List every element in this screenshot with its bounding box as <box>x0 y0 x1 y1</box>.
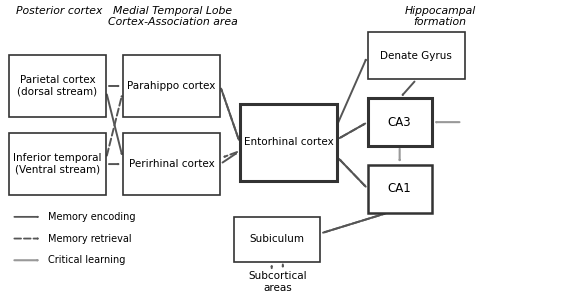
FancyBboxPatch shape <box>367 98 431 146</box>
Text: Hippocampal
formation: Hippocampal formation <box>404 6 476 27</box>
FancyBboxPatch shape <box>9 55 106 117</box>
FancyBboxPatch shape <box>367 32 465 80</box>
FancyBboxPatch shape <box>123 133 220 195</box>
Text: Subiculum: Subiculum <box>250 234 305 244</box>
Text: Perirhinal cortex: Perirhinal cortex <box>128 159 214 169</box>
Text: Parietal cortex
(dorsal stream): Parietal cortex (dorsal stream) <box>17 75 98 97</box>
Text: Medial Temporal Lobe
Cortex-Association area: Medial Temporal Lobe Cortex-Association … <box>108 6 238 27</box>
FancyBboxPatch shape <box>123 55 220 117</box>
Text: Posterior cortex: Posterior cortex <box>16 6 102 16</box>
FancyBboxPatch shape <box>9 133 106 195</box>
Text: Entorhinal cortex: Entorhinal cortex <box>243 137 333 148</box>
Text: Subcortical
areas: Subcortical areas <box>248 271 307 293</box>
Text: Inferior temporal
(Ventral stream): Inferior temporal (Ventral stream) <box>13 153 102 175</box>
FancyBboxPatch shape <box>240 104 337 181</box>
Text: CA3: CA3 <box>388 116 411 129</box>
FancyBboxPatch shape <box>367 165 431 212</box>
Text: CA1: CA1 <box>388 182 412 195</box>
Text: Denate Gyrus: Denate Gyrus <box>380 51 452 60</box>
Text: Memory retrieval: Memory retrieval <box>48 234 131 243</box>
Text: Memory encoding: Memory encoding <box>48 212 135 222</box>
Text: Parahippo cortex: Parahippo cortex <box>127 81 216 91</box>
FancyBboxPatch shape <box>234 217 320 262</box>
Text: Critical learning: Critical learning <box>48 255 125 265</box>
